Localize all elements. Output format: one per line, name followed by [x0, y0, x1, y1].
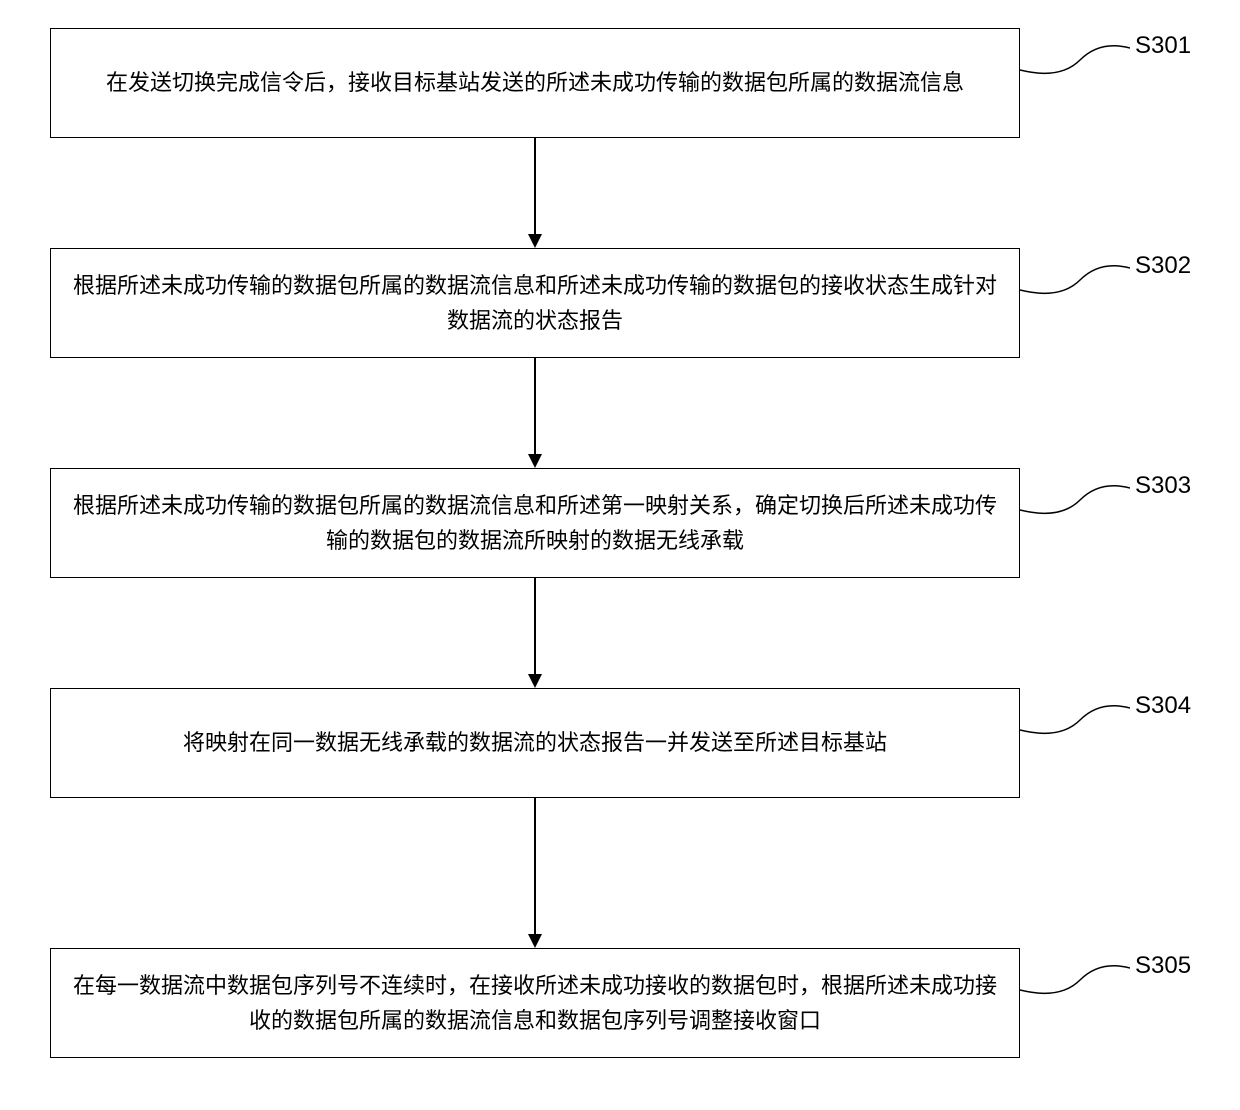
step-box-s301: 在发送切换完成信令后，接收目标基站发送的所述未成功传输的数据包所属的数据流信息: [50, 28, 1020, 138]
step-text: 根据所述未成功传输的数据包所属的数据流信息和所述未成功传输的数据包的接收状态生成…: [71, 268, 999, 338]
step-label-s301: S301: [1135, 32, 1191, 60]
arrow-head: [528, 674, 542, 688]
step-label-s303: S303: [1135, 472, 1191, 500]
arrow-head: [528, 454, 542, 468]
step-label-s304: S304: [1135, 692, 1191, 720]
step-label-s305: S305: [1135, 952, 1191, 980]
arrow-line: [534, 578, 536, 674]
step-box-s302: 根据所述未成功传输的数据包所属的数据流信息和所述未成功传输的数据包的接收状态生成…: [50, 248, 1020, 358]
step-text: 将映射在同一数据无线承载的数据流的状态报告一并发送至所述目标基站: [183, 725, 887, 760]
arrow-line: [534, 138, 536, 234]
step-text: 在发送切换完成信令后，接收目标基站发送的所述未成功传输的数据包所属的数据流信息: [106, 65, 964, 100]
arrow-head: [528, 234, 542, 248]
label-connector-s301: [1020, 40, 1130, 90]
label-connector-s302: [1020, 260, 1130, 310]
arrow-line: [534, 798, 536, 934]
step-box-s305: 在每一数据流中数据包序列号不连续时，在接收所述未成功接收的数据包时，根据所述未成…: [50, 948, 1020, 1058]
step-label-s302: S302: [1135, 252, 1191, 280]
flowchart-container: 在发送切换完成信令后，接收目标基站发送的所述未成功传输的数据包所属的数据流信息 …: [0, 0, 1240, 1110]
step-text: 根据所述未成功传输的数据包所属的数据流信息和所述第一映射关系，确定切换后所述未成…: [71, 488, 999, 558]
label-connector-s305: [1020, 960, 1130, 1010]
arrow-head: [528, 934, 542, 948]
step-box-s304: 将映射在同一数据无线承载的数据流的状态报告一并发送至所述目标基站: [50, 688, 1020, 798]
arrow-line: [534, 358, 536, 454]
step-box-s303: 根据所述未成功传输的数据包所属的数据流信息和所述第一映射关系，确定切换后所述未成…: [50, 468, 1020, 578]
label-connector-s303: [1020, 480, 1130, 530]
label-connector-s304: [1020, 700, 1130, 750]
step-text: 在每一数据流中数据包序列号不连续时，在接收所述未成功接收的数据包时，根据所述未成…: [71, 968, 999, 1038]
